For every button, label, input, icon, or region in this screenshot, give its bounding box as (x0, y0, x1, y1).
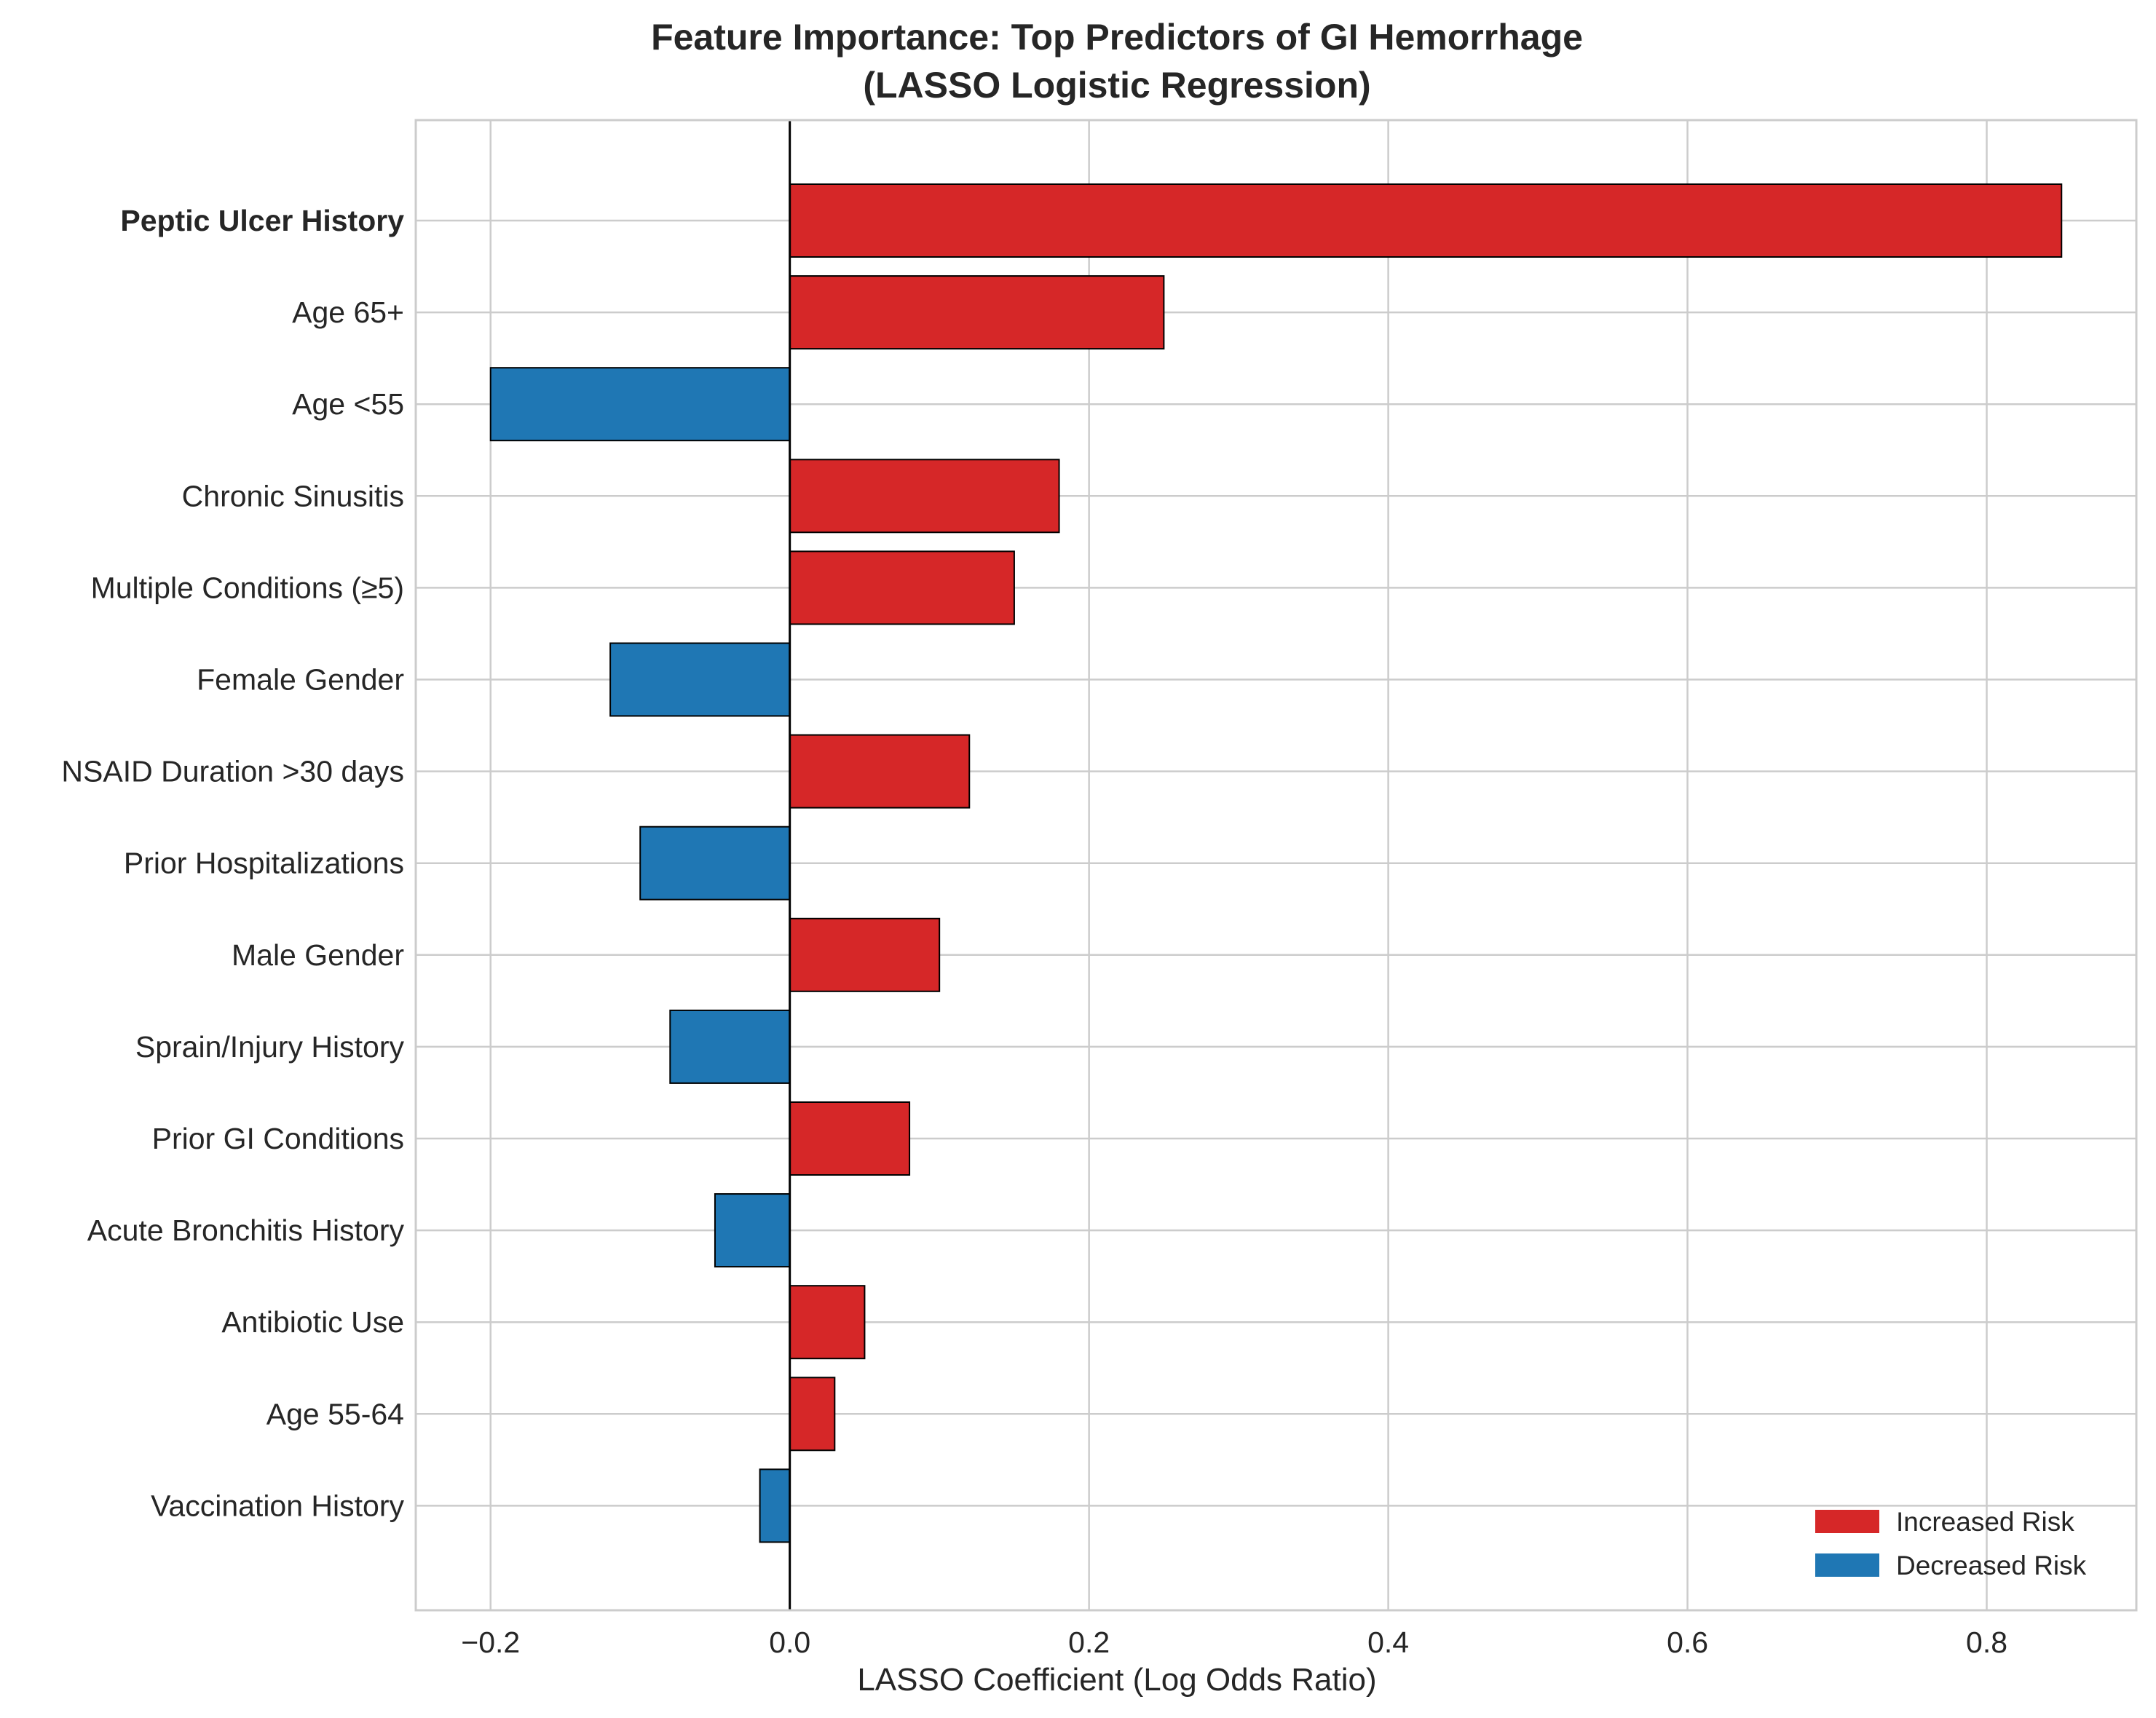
bar (714, 1193, 791, 1268)
x-tick-label: 0.4 (1367, 1626, 1409, 1659)
bar (789, 1285, 866, 1360)
y-tick-label: Prior GI Conditions (152, 1122, 404, 1155)
bar (789, 183, 2063, 258)
y-tick-label: Peptic Ulcer History (120, 204, 404, 237)
x-axis-label: LASSO Coefficient (Log Odds Ratio) (857, 1662, 1376, 1698)
y-tick-labels: Peptic Ulcer History Age 65+ Age <55 Chroni… (61, 204, 404, 1522)
legend-swatch-increased (1815, 1510, 1879, 1533)
y-tick-label: Prior Hospitalizations (124, 847, 404, 880)
x-tick-label: 0.6 (1667, 1626, 1708, 1659)
bar (489, 367, 791, 442)
bar (669, 1009, 791, 1084)
bar (789, 917, 941, 992)
bar (789, 550, 1015, 625)
bar (789, 1101, 911, 1176)
y-tick-label: Chronic Sinusitis (182, 479, 404, 512)
x-tick-label: −0.2 (461, 1626, 520, 1659)
plot-frame (414, 119, 2138, 1612)
y-tick-label: Acute Bronchitis History (87, 1214, 405, 1247)
y-tick-label: Female Gender (197, 663, 404, 697)
bar (789, 459, 1060, 534)
chart-subtitle: (LASSO Logistic Regression) (863, 65, 1370, 106)
y-tick-label: Multiple Conditions (≥5) (91, 571, 404, 604)
y-tick-label: Antibiotic Use (221, 1305, 404, 1339)
bar (639, 826, 791, 900)
x-tick-label: 0.8 (1966, 1626, 2007, 1659)
y-tick-label: Sprain/Injury History (135, 1030, 405, 1064)
y-tick-label: Age 55-64 (266, 1397, 404, 1430)
x-tick-labels: −0.2 0.0 0.2 0.4 0.6 0.8 (461, 1626, 2007, 1659)
bar (759, 1468, 791, 1543)
bar (609, 642, 791, 717)
x-tick-label: 0.0 (769, 1626, 810, 1659)
y-tick-label: Vaccination History (151, 1489, 404, 1522)
legend-swatch-decreased (1815, 1553, 1879, 1577)
legend-label-increased: Increased Risk (1896, 1507, 2074, 1537)
legend-label-decreased: Decreased Risk (1896, 1551, 2087, 1580)
legend: Increased Risk Decreased Risk (1815, 1507, 2087, 1580)
bar (789, 734, 971, 809)
bars (489, 183, 2063, 1543)
y-tick-label: NSAID Duration >30 days (61, 755, 404, 788)
bar (789, 1377, 836, 1452)
chart-title: Feature Importance: Top Predictors of GI… (651, 17, 1583, 58)
x-tick-label: 0.2 (1068, 1626, 1110, 1659)
bar (789, 275, 1165, 350)
y-tick-label: Age 65+ (292, 296, 404, 329)
y-tick-label: Male Gender (232, 938, 404, 972)
y-tick-label: Age <55 (292, 387, 404, 421)
